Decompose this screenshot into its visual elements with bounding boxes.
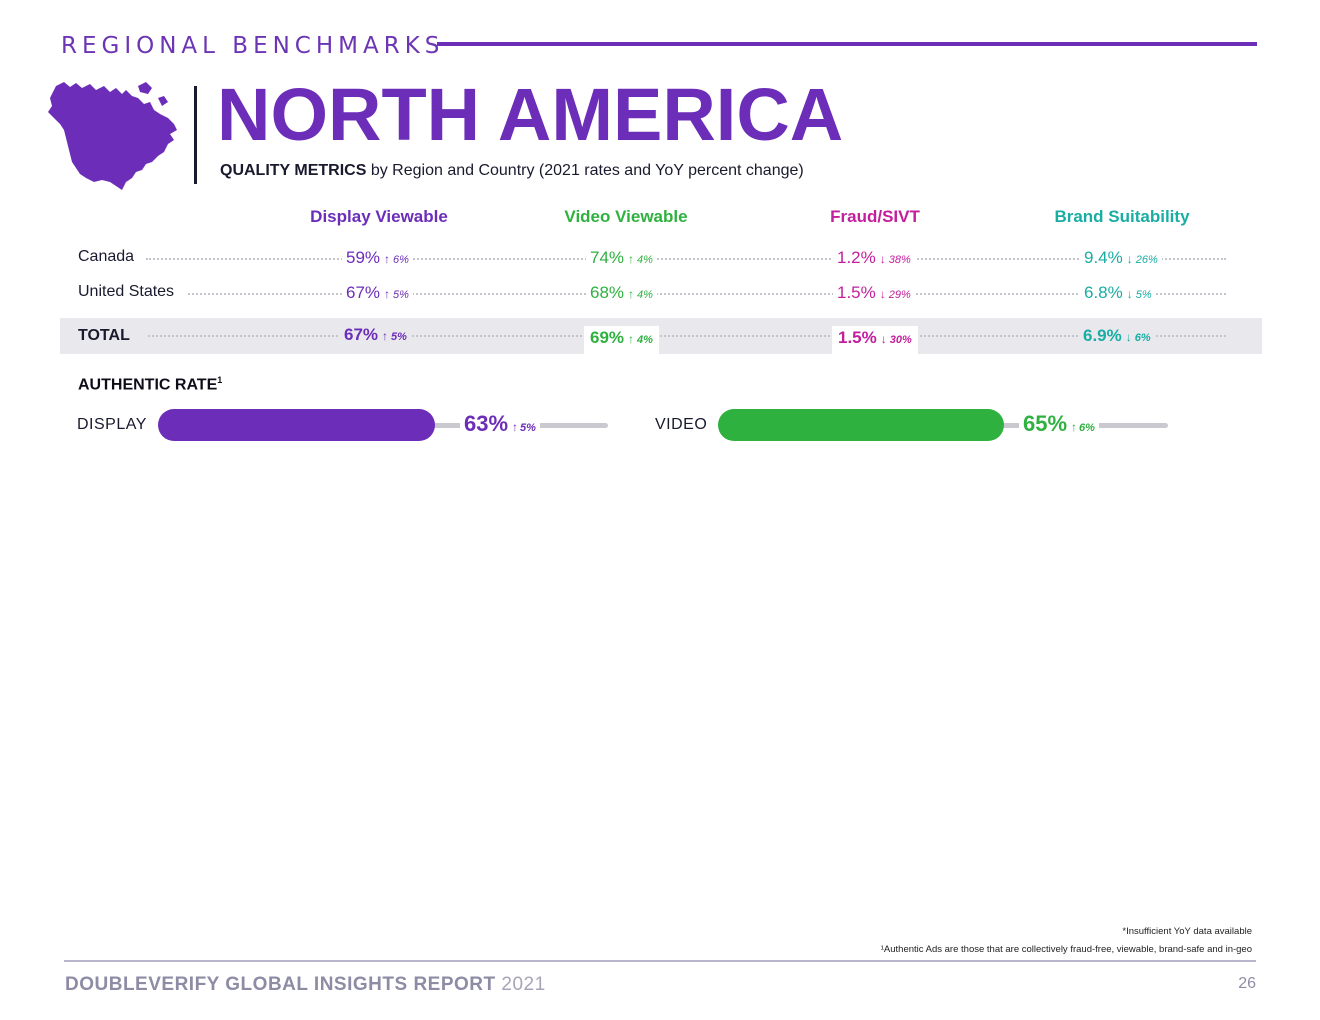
footnote-authentic: ¹Authentic Ads are those that are collec…	[880, 944, 1252, 955]
column-header-video-viewable: Video Viewable	[564, 207, 688, 226]
cell-us-brand: 6.8% ↓ 5%	[1080, 283, 1156, 303]
arrow-up-icon: ↑	[628, 287, 635, 301]
cell-total-fraud: 1.5% ↓ 30%	[832, 326, 918, 354]
footnote-insufficient: *Insufficient YoY data available	[1122, 926, 1252, 937]
cell-total-brand: 6.9% ↓ 6%	[1079, 326, 1155, 346]
subtitle-text: by Region and Country (2021 rates and Yo…	[366, 162, 804, 179]
cell-us-display: 67% ↑ 5%	[342, 283, 413, 303]
display-authentic-value: 63% ↑ 5%	[460, 411, 540, 437]
cell-total-display: 67% ↑ 5%	[340, 325, 411, 345]
column-header-brand-suitability: Brand Suitability	[1054, 207, 1190, 226]
row-leader-canada	[146, 258, 1226, 260]
kicker-rule	[437, 42, 1257, 46]
arrow-down-icon: ↓	[1126, 252, 1133, 266]
page-number: 26	[1238, 975, 1256, 992]
arrow-up-icon: ↑	[628, 332, 635, 346]
row-label-total: TOTAL	[78, 327, 130, 344]
cell-us-video: 68% ↑ 4%	[586, 283, 657, 303]
subtitle-bold: QUALITY METRICS	[220, 162, 367, 179]
arrow-up-icon: ↑	[384, 287, 391, 301]
section-kicker: REGIONAL BENCHMARKS	[61, 33, 445, 59]
footer-report-title: DOUBLEVERIFY GLOBAL INSIGHTS REPORT 2021	[65, 974, 546, 995]
footer-year: 2021	[501, 974, 546, 995]
video-bar-fill	[718, 409, 1004, 441]
north-america-map-icon	[48, 82, 177, 190]
footnote-marker: 1	[217, 375, 223, 385]
arrow-up-icon: ↑	[1071, 420, 1078, 434]
row-leader-total	[148, 335, 1226, 337]
arrow-up-icon: ↑	[628, 252, 635, 266]
arrow-down-icon: ↓	[879, 287, 886, 301]
video-bar-label: VIDEO	[655, 416, 708, 433]
authentic-rate-heading: AUTHENTIC RATE1	[78, 375, 223, 394]
display-bar-fill	[158, 409, 435, 441]
page-subtitle: QUALITY METRICS by Region and Country (2…	[220, 162, 804, 180]
video-authentic-value: 65% ↑ 6%	[1019, 411, 1099, 437]
arrow-up-icon: ↑	[384, 252, 391, 266]
arrow-up-icon: ↑	[512, 420, 519, 434]
arrow-down-icon: ↓	[880, 332, 887, 346]
arrow-up-icon: ↑	[382, 329, 389, 343]
title-divider	[194, 86, 197, 184]
display-bar-label: DISPLAY	[77, 416, 147, 433]
footer-rule	[64, 960, 1256, 962]
cell-canada-video: 74% ↑ 4%	[586, 248, 657, 268]
column-header-fraud-sivt: Fraud/SIVT	[830, 207, 920, 226]
cell-us-fraud: 1.5% ↓ 29%	[833, 283, 915, 303]
cell-total-video: 69% ↑ 4%	[584, 326, 659, 354]
cell-canada-brand: 9.4% ↓ 26%	[1080, 248, 1162, 268]
arrow-down-icon: ↓	[1125, 330, 1132, 344]
arrow-down-icon: ↓	[879, 252, 886, 266]
row-label-united-states: United States	[78, 283, 175, 300]
row-leader-united-states	[188, 293, 1226, 295]
page-title: NORTH AMERICA	[217, 73, 844, 156]
column-header-display-viewable: Display Viewable	[310, 207, 448, 226]
row-label-canada: Canada	[78, 248, 135, 265]
arrow-down-icon: ↓	[1126, 287, 1133, 301]
cell-canada-fraud: 1.2% ↓ 38%	[833, 248, 915, 268]
cell-canada-display: 59% ↑ 6%	[342, 248, 413, 268]
